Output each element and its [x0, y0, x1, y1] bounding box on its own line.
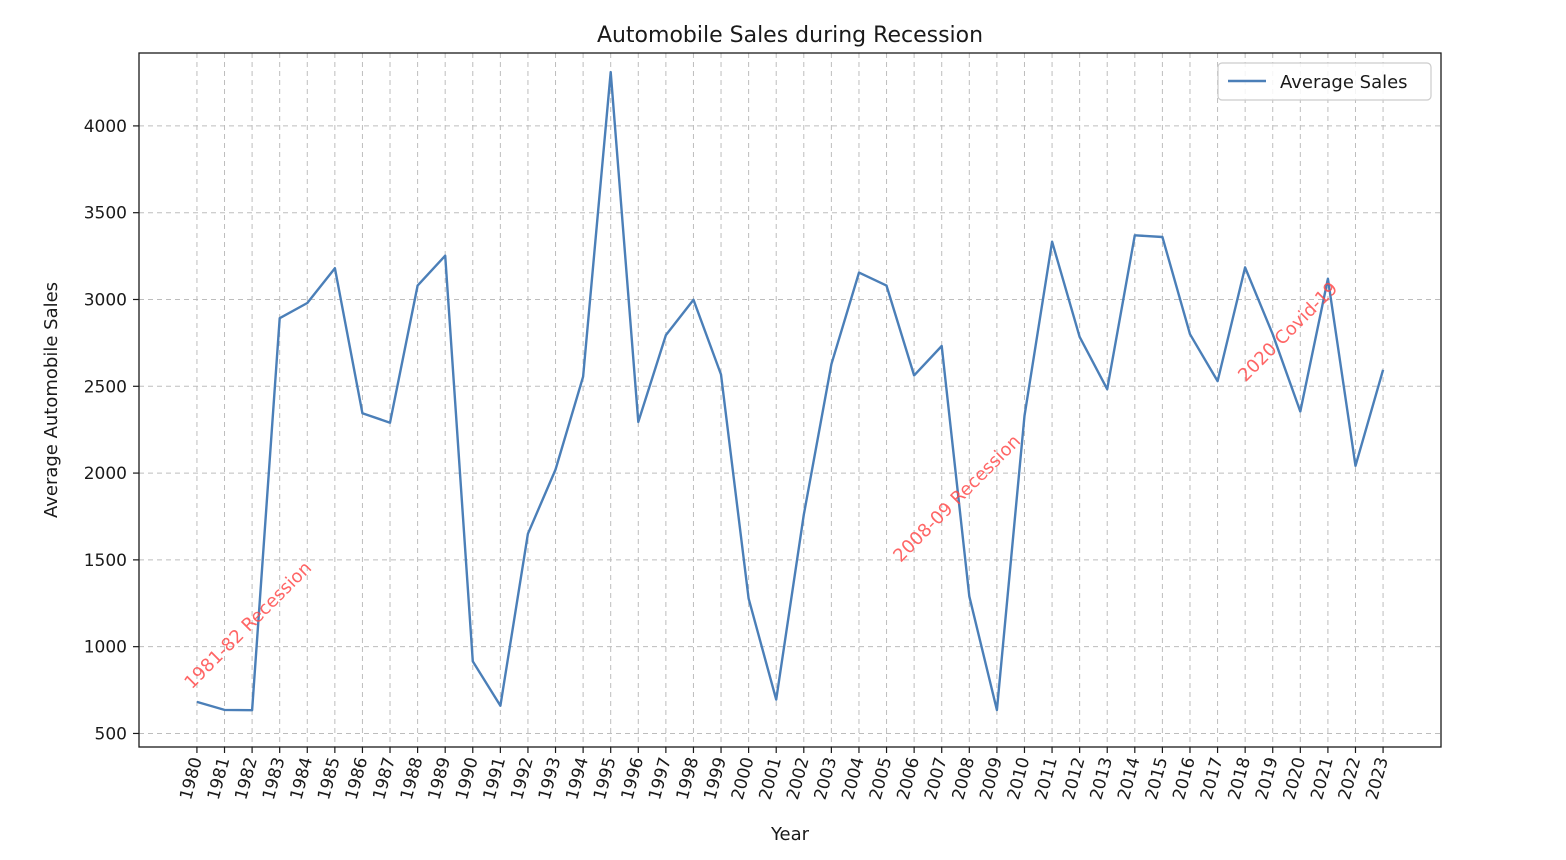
annotations: 1981-82 Recession 2008-09 Recession 2020 C… — [180, 278, 1342, 693]
annotation-label: 2008-09 Recession — [889, 431, 1025, 567]
x-tick-label: 1984 — [287, 755, 318, 802]
x-tick-label: 2002 — [783, 755, 814, 802]
series-line-layer — [196, 70, 1385, 712]
x-tick-label: 1996 — [618, 755, 649, 802]
y-axis-title: Average Automobile Sales — [41, 282, 62, 518]
x-tick-label: 2005 — [866, 755, 897, 802]
y-tick-label: 2500 — [84, 377, 127, 397]
x-tick-label: 2018 — [1224, 755, 1255, 802]
x-tick-label: 2016 — [1169, 755, 1200, 802]
x-tick-label: 2009 — [976, 755, 1007, 802]
x-tick-label: 2013 — [1087, 755, 1118, 802]
x-tick-label: 1985 — [314, 755, 345, 802]
x-tick-label: 2023 — [1362, 755, 1393, 802]
x-tick-label: 2006 — [893, 755, 924, 802]
x-tick-label: 2010 — [1004, 755, 1035, 802]
x-tick-label: 1981 — [204, 755, 235, 802]
x-tick-label: 2012 — [1059, 755, 1090, 802]
legend-label: Average Sales — [1280, 72, 1408, 93]
x-tick-label: 2004 — [838, 755, 869, 802]
x-tick-label: 1991 — [480, 755, 511, 802]
x-tick-label: 1989 — [425, 755, 456, 802]
x-tick-label: 2003 — [811, 755, 842, 802]
x-tick-label: 1995 — [590, 755, 621, 802]
y-tick-label: 3000 — [84, 290, 127, 310]
x-tick-label: 1993 — [535, 755, 566, 802]
y-tick-label: 500 — [95, 724, 127, 744]
x-tick-label: 2017 — [1197, 755, 1228, 802]
y-tick-label: 1500 — [84, 551, 127, 571]
y-tick-label: 4000 — [84, 117, 127, 137]
x-tick-label: 1990 — [452, 755, 483, 802]
x-tick-label: 2021 — [1307, 755, 1338, 802]
plot-frame — [138, 52, 1442, 748]
x-tick-label: 1997 — [645, 755, 676, 802]
y-tick-label: 3500 — [84, 204, 127, 224]
x-tick-label: 1987 — [369, 755, 400, 802]
x-tick-label: 1994 — [562, 755, 593, 802]
x-tick-label: 2019 — [1252, 755, 1283, 802]
x-tick-label: 1983 — [259, 755, 290, 802]
x-tick-label: 2000 — [728, 755, 759, 802]
series-line — [196, 70, 1385, 712]
annotation-label: 2020 Covid-19 — [1234, 278, 1342, 386]
grid — [139, 53, 1441, 747]
annotation-label: 1981-82 Recession — [180, 558, 316, 694]
x-tick-label: 2015 — [1142, 755, 1173, 802]
x-tick-label: 1980 — [176, 755, 207, 802]
x-tick-label: 2008 — [949, 755, 980, 802]
x-tick-label: 1988 — [397, 755, 428, 802]
x-tick-label: 2007 — [921, 755, 952, 802]
x-tick-label: 1982 — [231, 755, 262, 802]
legend-box — [1217, 62, 1432, 101]
x-tick-label: 1999 — [700, 755, 731, 802]
x-tick-label: 1986 — [342, 755, 373, 802]
x-tick-label: 2011 — [1031, 755, 1062, 802]
chart-title: Automobile Sales during Recession — [597, 23, 983, 48]
x-tick-label: 2020 — [1280, 755, 1311, 802]
x-tick-label: 2022 — [1335, 755, 1366, 802]
x-axis-title: Year — [770, 824, 810, 845]
x-tick-label: 2014 — [1114, 755, 1145, 802]
y-tick-label: 2000 — [84, 464, 127, 484]
x-tick-label: 1992 — [507, 755, 538, 802]
y-tick-label: 1000 — [84, 638, 127, 658]
legend: Average Sales — [1217, 62, 1432, 101]
x-tick-label: 1998 — [673, 755, 704, 802]
x-tick-label: 2001 — [756, 755, 787, 802]
